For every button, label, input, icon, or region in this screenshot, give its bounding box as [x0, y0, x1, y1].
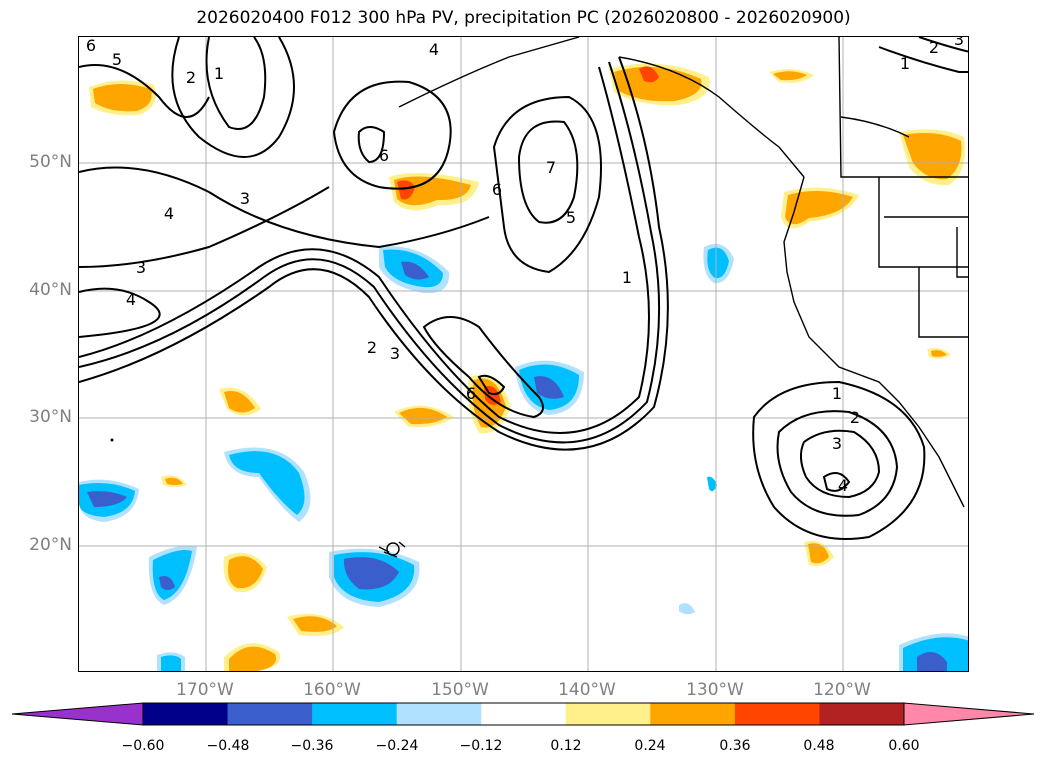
coastlines	[110, 37, 968, 558]
contour-label: 1	[900, 54, 910, 73]
contour-label: 6	[86, 37, 96, 55]
contour-label: 1	[832, 384, 842, 403]
lon-label-140w: 140°W	[558, 680, 616, 700]
lat-label-50n: 50°N	[29, 152, 72, 172]
lat-label-20n: 20°N	[29, 535, 72, 555]
contour-label: 5	[112, 50, 122, 69]
contour-label: 3	[136, 258, 146, 277]
contour-label: 6	[379, 146, 389, 165]
colorbar-segment	[143, 703, 229, 725]
colorbar-segment	[227, 703, 313, 725]
contour-label: 4	[429, 40, 439, 59]
map-gridlines	[79, 37, 968, 671]
colorbar-extend-low	[11, 702, 144, 726]
lon-label-170w: 170°W	[176, 680, 234, 700]
contour-label: 2	[367, 338, 377, 357]
colorbar-tick-label: −0.24	[375, 738, 419, 754]
colorbar-tick-label: 0.12	[550, 738, 582, 754]
contour-label: 3	[390, 344, 400, 363]
contour-labels: 6 5 2 1 4 6 3 4 3 4 7 6 5 1 2 3 6 1 2 3 …	[86, 37, 964, 495]
colorbar-extend-high	[903, 702, 1035, 726]
lon-label-130w: 130°W	[686, 680, 744, 700]
colorbar-segment	[819, 703, 905, 725]
contour-label: 1	[622, 268, 632, 287]
colorbar-tick-label: 0.48	[803, 738, 835, 754]
colorbar-segment	[396, 703, 482, 725]
map-title: 2026020400 F012 300 hPa PV, precipitatio…	[196, 8, 851, 28]
colorbar-tick-label: −0.36	[290, 738, 334, 754]
colorbar-segment	[312, 703, 398, 725]
colorbar-tick-label: 0.60	[888, 738, 920, 754]
colorbar-segment	[734, 703, 820, 725]
contour-label: 2	[929, 38, 939, 57]
colorbar-tick-label: −0.48	[206, 738, 250, 754]
pv-contours	[79, 37, 968, 540]
precip-negative-areas	[79, 243, 968, 671]
contour-label: 4	[164, 204, 174, 223]
map-panel: 6 5 2 1 4 6 3 4 3 4 7 6 5 1 2 3 6 1 2 3 …	[78, 36, 969, 672]
contour-label: 5	[566, 208, 576, 227]
contour-label: 1	[214, 64, 224, 83]
contour-label: 3	[954, 37, 964, 49]
colorbar-tick-label: −0.12	[459, 738, 503, 754]
lon-label-160w: 160°W	[303, 680, 361, 700]
contour-label: 2	[850, 408, 860, 427]
contour-label: 3	[832, 434, 842, 453]
colorbar-segment	[650, 703, 736, 725]
contour-label: 3	[240, 189, 250, 208]
contour-label: 4	[126, 290, 136, 309]
contour-label: 7	[546, 158, 556, 177]
contour-label: 4	[838, 476, 848, 495]
contour-label: 2	[186, 68, 196, 87]
map-canvas: 6 5 2 1 4 6 3 4 3 4 7 6 5 1 2 3 6 1 2 3 …	[79, 37, 968, 671]
lon-label-120w: 120°W	[813, 680, 871, 700]
colorbar-segment	[565, 703, 651, 725]
colorbar-tick-label: 0.24	[634, 738, 666, 754]
colorbar	[11, 702, 1035, 726]
contour-label: 6	[492, 180, 502, 199]
lon-label-150w: 150°W	[431, 680, 489, 700]
precip-positive-areas	[89, 63, 965, 671]
colorbar-tick-label: 0.36	[719, 738, 751, 754]
lat-label-30n: 30°N	[29, 407, 72, 427]
lat-label-40n: 40°N	[29, 280, 72, 300]
colorbar-tick-label: −0.60	[121, 738, 165, 754]
contour-label: 6	[466, 384, 476, 403]
colorbar-segment	[481, 703, 567, 725]
